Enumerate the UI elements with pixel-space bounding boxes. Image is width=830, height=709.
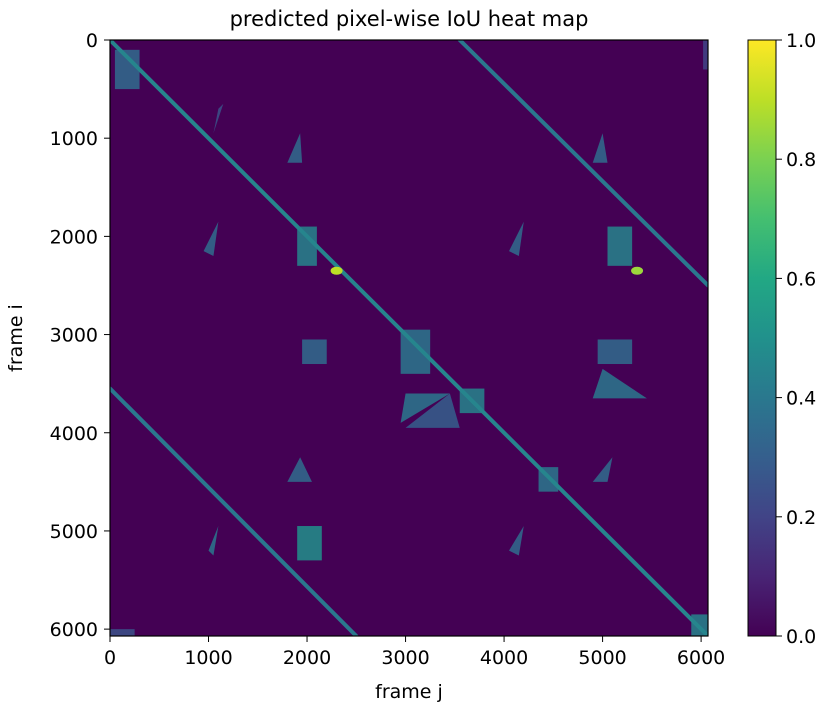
x-tick-label: 2000 xyxy=(283,647,331,669)
y-tick-label: 6000 xyxy=(50,619,98,641)
colorbar-tick-label: 1.0 xyxy=(786,30,816,52)
colorbar-tick-label: 0.0 xyxy=(786,626,816,648)
x-tick-label: 0 xyxy=(104,647,116,669)
colorbar-tick-label: 0.8 xyxy=(786,149,816,171)
heatmap-triangle xyxy=(208,526,219,556)
heatmap-plot-area xyxy=(109,39,709,637)
heatmap-triangle xyxy=(213,103,224,134)
heatmap-triangle xyxy=(592,133,608,163)
heatmap-block xyxy=(607,226,633,266)
heatmap-block xyxy=(297,526,322,561)
diagonal-band xyxy=(110,40,708,636)
heatmap-triangle xyxy=(203,221,219,257)
y-tick-label: 1000 xyxy=(50,128,98,150)
y-axis-label: frame i xyxy=(5,304,27,372)
heatmap-triangle xyxy=(592,368,647,399)
x-axis-label: frame j xyxy=(375,681,443,703)
heatmap-triangle xyxy=(508,221,524,257)
diagonal-band xyxy=(457,40,708,288)
heatmap-triangle xyxy=(287,133,303,163)
y-tick-label: 0 xyxy=(86,30,98,52)
diagonal-band xyxy=(110,386,359,636)
y-tick-label: 5000 xyxy=(50,521,98,543)
colorbar-tick-label: 0.2 xyxy=(786,507,816,529)
chart-title: predicted pixel-wise IoU heat map xyxy=(230,7,589,31)
heatmap-triangle xyxy=(287,457,312,482)
colorbar-gradient xyxy=(747,39,777,637)
heatmap-triangle xyxy=(400,393,450,423)
y-tick-label: 4000 xyxy=(50,423,98,445)
colorbar: 0.0 0.2 0.4 0.6 0.8 1.0 xyxy=(747,30,816,648)
x-tick-label: 1000 xyxy=(184,647,232,669)
colorbar-tick-label: 0.6 xyxy=(786,268,816,290)
x-tick-label: 4000 xyxy=(480,647,528,669)
x-tick-label: 5000 xyxy=(578,647,626,669)
colorbar-tick-label: 0.4 xyxy=(786,388,816,410)
x-tick-label: 3000 xyxy=(381,647,429,669)
heatmap-triangle xyxy=(405,393,460,428)
heatmap-block xyxy=(302,339,327,365)
hot-spot xyxy=(631,266,644,275)
heatmap-block xyxy=(703,40,708,70)
x-axis-ticks: 0 1000 2000 3000 4000 5000 6000 xyxy=(104,636,725,669)
y-axis-ticks: 0 1000 2000 3000 4000 5000 6000 xyxy=(50,30,110,641)
y-tick-label: 2000 xyxy=(50,226,98,248)
y-tick-label: 3000 xyxy=(50,325,98,347)
heatmap-block xyxy=(110,629,135,636)
hot-spot xyxy=(330,266,343,275)
heatmap-block xyxy=(297,226,317,266)
heatmap-triangle xyxy=(508,526,524,556)
x-tick-label: 6000 xyxy=(677,647,725,669)
plot-frame xyxy=(109,39,709,637)
heatmap-block xyxy=(597,339,633,365)
heatmap-triangle xyxy=(592,457,613,482)
